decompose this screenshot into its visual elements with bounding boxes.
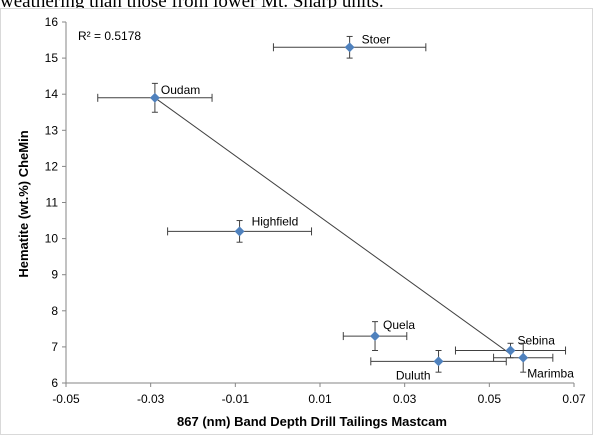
y-tick-label: 16	[45, 15, 59, 29]
chart-frame: 6 7 8 9 10 11 12 13 14 15 16 -0.05 -0.03 -0.01 0.01 0.0…	[0, 8, 593, 435]
y-tick-label: 15	[45, 51, 59, 65]
x-tick-label: -0.01	[222, 392, 250, 406]
y-tick-label: 14	[45, 87, 59, 101]
x-axis-label: 867 (nm) Band Depth Drill Tailings Mastc…	[177, 414, 447, 429]
x-tick-label: 0.07	[562, 392, 586, 406]
y-tick-label: 10	[45, 232, 59, 246]
y-axis-label: Hematite (wt.%) CheMin	[16, 130, 31, 277]
y-tick-label: 8	[51, 304, 58, 318]
y-tick-label: 6	[51, 376, 58, 390]
data-point-label: Oudam	[161, 83, 200, 97]
r-squared-annotation: R² = 0.5178	[78, 29, 141, 43]
x-tick-label: 0.03	[393, 392, 417, 406]
x-tick-label: 0.05	[478, 392, 502, 406]
data-point-label: Stoer	[362, 32, 391, 46]
hematite-scatter-chart: 6 7 8 9 10 11 12 13 14 15 16 -0.05 -0.03 -0.01 0.01 0.0…	[0, 8, 593, 435]
data-point-label: Duluth	[396, 368, 431, 382]
data-point-label: Highfield	[252, 214, 299, 228]
y-tick-label: 9	[51, 268, 58, 282]
x-tick-label: -0.03	[137, 392, 165, 406]
y-tick-label: 7	[51, 340, 58, 354]
y-tick-label: 13	[45, 123, 59, 137]
data-point-label: Marimba	[527, 367, 574, 381]
y-tick-label: 12	[45, 159, 59, 173]
data-point-label: Quela	[383, 318, 415, 332]
x-tick-label: 0.01	[308, 392, 332, 406]
y-tick-label: 11	[46, 196, 59, 210]
x-tick-label: -0.05	[52, 392, 80, 406]
